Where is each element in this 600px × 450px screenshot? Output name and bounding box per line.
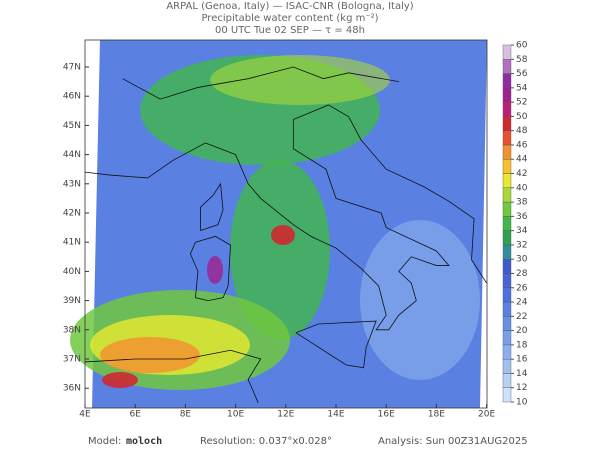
colorbar-label: 46 bbox=[516, 140, 528, 150]
coastline bbox=[200, 182, 224, 231]
field-blob bbox=[207, 256, 223, 284]
colorbar-segment bbox=[502, 301, 512, 317]
colorbar-label: 48 bbox=[516, 126, 528, 136]
colorbar-label: 14 bbox=[516, 369, 528, 379]
colorbar-label: 16 bbox=[516, 355, 528, 365]
coastline bbox=[84, 349, 262, 403]
lat-label: 46N bbox=[63, 92, 81, 102]
lat-label: 40N bbox=[63, 267, 81, 277]
colorbar-segment bbox=[502, 101, 512, 117]
field-blob bbox=[100, 337, 200, 373]
colorbar-segment bbox=[502, 44, 512, 60]
lat-label: 36N bbox=[63, 384, 81, 394]
colorbar-label: 30 bbox=[516, 255, 528, 265]
lat-label: 44N bbox=[63, 150, 81, 160]
lon-label: 8E bbox=[180, 410, 192, 420]
colorbar-label: 54 bbox=[516, 83, 528, 93]
colorbar-label: 34 bbox=[516, 226, 528, 236]
colorbar-label: 12 bbox=[516, 383, 527, 393]
lon-label: 12E bbox=[277, 410, 294, 420]
colorbar-segment bbox=[502, 287, 512, 303]
colorbar-label: 38 bbox=[516, 198, 528, 208]
colorbar-label: 40 bbox=[516, 183, 528, 193]
colorbar-label: 20 bbox=[516, 326, 528, 336]
header-line: ARPAL (Genoa, Italy) — ISAC-CNR (Bologna… bbox=[166, 1, 413, 12]
colorbar-segment bbox=[502, 273, 512, 288]
domain-edge bbox=[480, 40, 487, 408]
colorbar-label: 58 bbox=[516, 55, 528, 65]
lat-label: 38N bbox=[63, 325, 81, 335]
coastline bbox=[122, 66, 399, 100]
colorbar-label: 56 bbox=[516, 69, 528, 79]
field-blob bbox=[102, 372, 138, 388]
colorbar-segment bbox=[502, 59, 512, 74]
colorbar-label: 28 bbox=[516, 269, 528, 279]
footer-resolution: Resolution: 0.037°x0.028° bbox=[200, 436, 332, 447]
colorbar-label: 50 bbox=[516, 112, 528, 122]
colorbar-segment bbox=[502, 144, 512, 160]
lon-label: 14E bbox=[327, 410, 344, 420]
lat-label: 42N bbox=[63, 209, 81, 219]
colorbar-segment bbox=[502, 87, 512, 103]
colorbar-label: 52 bbox=[516, 98, 527, 108]
field-blob bbox=[360, 220, 480, 380]
lon-label: 4E bbox=[79, 410, 91, 420]
field-blob bbox=[230, 160, 330, 340]
lat-label: 45N bbox=[63, 121, 81, 131]
colorbar-segment bbox=[502, 330, 512, 346]
colorbar-segment bbox=[502, 358, 512, 374]
footer-model-label: Model: bbox=[88, 436, 121, 447]
lat-label: 37N bbox=[63, 355, 81, 365]
lat-label: 47N bbox=[63, 63, 81, 73]
lon-label: 10E bbox=[227, 410, 244, 420]
footer-analysis: Analysis: Sun 00Z31AUG2025 bbox=[378, 436, 528, 447]
colorbar-segment bbox=[502, 230, 512, 246]
colorbar-label: 10 bbox=[516, 398, 528, 408]
colorbar-label: 32 bbox=[516, 240, 527, 250]
coastline bbox=[147, 104, 487, 331]
field bbox=[70, 40, 487, 408]
footer-model: moloch bbox=[126, 436, 162, 447]
colorbar-segment bbox=[502, 201, 512, 217]
coastline bbox=[295, 320, 377, 369]
lon-label: 20E bbox=[478, 410, 495, 420]
colorbar-segment bbox=[502, 216, 512, 231]
colorbar-segment bbox=[502, 387, 512, 403]
lat-label: 43N bbox=[63, 179, 81, 189]
colorbar-segment bbox=[502, 344, 512, 360]
colorbar-segment bbox=[502, 159, 512, 174]
colorbar-label: 44 bbox=[516, 155, 528, 165]
colorbar-segment bbox=[502, 130, 512, 146]
lon-label: 16E bbox=[378, 410, 395, 420]
colorbar-segment bbox=[502, 173, 512, 189]
lon-label: 18E bbox=[428, 410, 445, 420]
colorbar-label: 18 bbox=[516, 340, 528, 350]
field-blob bbox=[210, 55, 390, 105]
colorbar-segment bbox=[502, 244, 512, 260]
header-line: Precipitable water content (kg m⁻²) bbox=[201, 13, 378, 24]
lat-label: 39N bbox=[63, 296, 81, 306]
colorbar-label: 42 bbox=[516, 169, 527, 179]
colorbar-label: 36 bbox=[516, 212, 528, 222]
coastline bbox=[189, 235, 231, 302]
lon-label: 6E bbox=[129, 410, 141, 420]
colorbar-segment bbox=[502, 259, 512, 274]
colorbar-segment bbox=[502, 187, 512, 203]
colorbar-label: 26 bbox=[516, 283, 528, 293]
colorbar-label: 60 bbox=[516, 41, 528, 51]
lat-label: 41N bbox=[63, 238, 81, 248]
colorbar-label: 22 bbox=[516, 312, 527, 322]
colorbar-label: 24 bbox=[516, 298, 528, 308]
colorbar-segment bbox=[502, 73, 512, 89]
coastline bbox=[84, 171, 148, 179]
colorbar-segment bbox=[502, 116, 512, 131]
colorbar-segment bbox=[502, 316, 512, 331]
header-line: 00 UTC Tue 02 SEP — τ = 48h bbox=[215, 25, 365, 36]
colorbar-segment bbox=[502, 373, 512, 388]
field-blob bbox=[271, 225, 295, 245]
